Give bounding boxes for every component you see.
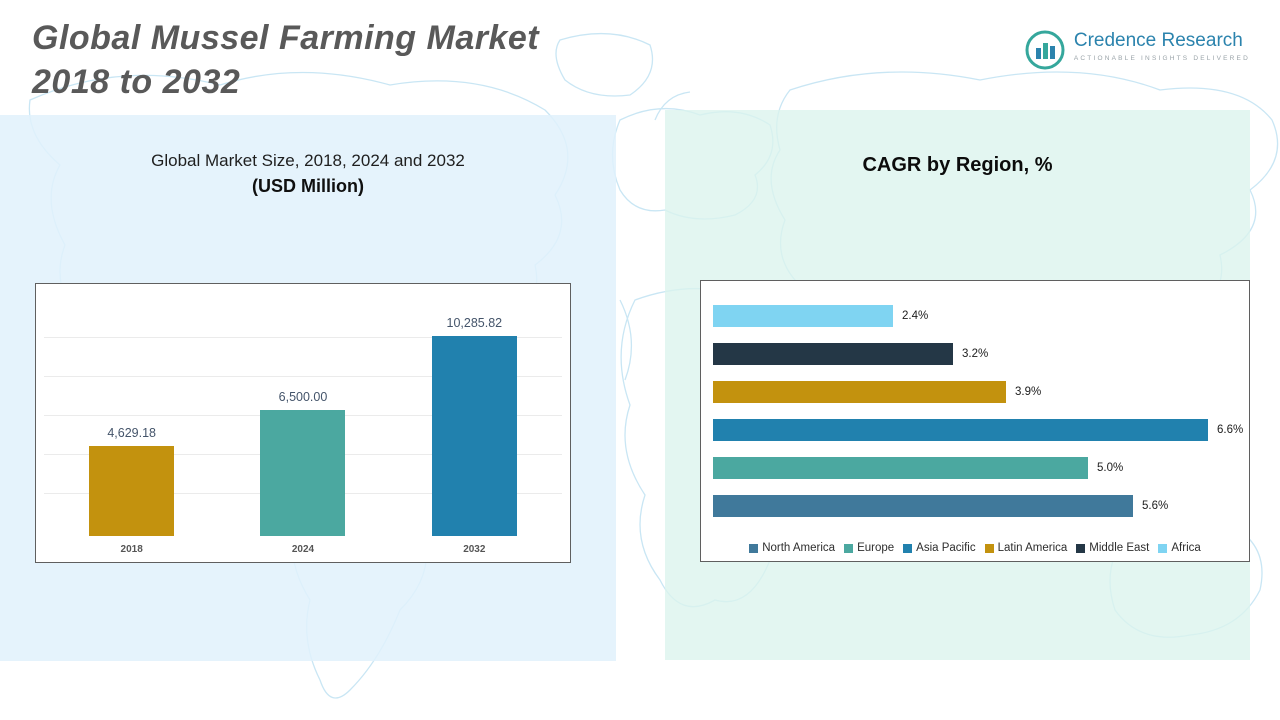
legend-swatch (1158, 543, 1168, 553)
legend-swatch (1076, 543, 1086, 553)
market-size-plot: 4,629.18 2018 6,500.00 2024 10,285.82 2032 (46, 284, 560, 558)
logo-chart-icon (1025, 30, 1065, 70)
legend-item-africa: Africa (1158, 542, 1201, 554)
bar-category-label: 2032 (463, 544, 486, 555)
legend-label: Europe (857, 542, 895, 554)
logo-name: Credence Research (1073, 30, 1243, 51)
market-size-chart: 4,629.18 2018 6,500.00 2024 10,285.82 2032 (35, 283, 571, 563)
bar-column-2032: 10,285.82 2032 (431, 316, 517, 558)
legend-item-latin-america: Latin America (984, 542, 1068, 554)
map-greenland (555, 32, 654, 97)
bar-africa (713, 305, 893, 327)
market-size-title: Global Market Size, 2018, 2024 and 2032 (151, 151, 465, 170)
legend-swatch (903, 543, 913, 553)
bar-asia-pacific (713, 419, 1208, 441)
cagr-chart: 2.4% 3.2% 3.9% 6.6% 5.0% 5.6% North America Eu… (700, 280, 1250, 562)
bar-value-label: 10,285.82 (446, 316, 503, 330)
legend-swatch (749, 543, 759, 553)
bar-value-label: 5.6% (1142, 500, 1169, 512)
legend-item-north-america: North America (749, 542, 835, 554)
logo: Credence Research Actionable Insights De… (1025, 30, 1250, 70)
bar-europe (713, 457, 1088, 479)
cagr-bar-row: 3.2% (713, 335, 1241, 373)
bar-middle-east (713, 343, 953, 365)
legend-item-europe: Europe (844, 542, 894, 554)
bar-2032 (431, 336, 517, 536)
bar-north-america (713, 495, 1133, 517)
legend-label: Middle East (1089, 542, 1150, 554)
legend-swatch (844, 543, 854, 553)
cagr-title: CAGR by Region, % (862, 154, 1053, 176)
bar-value-label: 2.4% (902, 310, 929, 322)
cagr-panel: CAGR by Region, % 2.4% 3.2% 3.9% 6.6% 5.0% 5.… (665, 110, 1250, 660)
logo-text: Credence Research Actionable Insights De… (1074, 30, 1250, 62)
bar-category-label: 2018 (120, 544, 143, 555)
legend-swatch (984, 543, 994, 553)
legend-label: North America (762, 542, 836, 554)
bar-latin-america (713, 381, 1006, 403)
cagr-bar-row: 6.6% (713, 411, 1244, 449)
legend-label: Asia Pacific (916, 542, 976, 554)
page-title-line1: Global Mussel Farming Market (32, 19, 540, 57)
cagr-legend: North America Europe Asia Pacific Latin Ame… (701, 542, 1249, 554)
legend-label: Latin America (997, 542, 1068, 554)
bar-2024 (260, 410, 346, 536)
logo-tagline: Actionable Insights Delivered (1073, 55, 1250, 62)
bar-value-label: 6,500.00 (278, 390, 328, 404)
legend-item-middle-east: Middle East (1076, 542, 1149, 554)
bar-value-label: 3.9% (1015, 386, 1042, 398)
bar-category-label: 2024 (291, 544, 315, 555)
legend-label: Africa (1171, 542, 1201, 554)
bar-column-2018: 4,629.18 2018 (89, 426, 175, 558)
cagr-bar-row: 3.9% (713, 373, 1241, 411)
bar-value-label: 3.2% (962, 348, 989, 360)
page-title: Global Mussel Farming Market 2018 to 203… (32, 16, 539, 104)
bar-column-2024: 6,500.00 2024 (260, 390, 346, 558)
bar-value-label: 6.6% (1217, 424, 1244, 436)
bar-value-label: 4,629.18 (107, 426, 156, 440)
market-size-subtitle: (USD Million) (252, 176, 364, 196)
bar-2018 (89, 446, 175, 536)
cagr-bar-row: 5.0% (713, 449, 1241, 487)
bar-value-label: 5.0% (1097, 462, 1124, 474)
market-size-panel: Global Market Size, 2018, 2024 and 2032 … (0, 115, 616, 661)
legend-item-asia-pacific: Asia Pacific (903, 542, 976, 554)
cagr-bar-row: 5.6% (713, 487, 1241, 525)
cagr-bar-row: 2.4% (713, 297, 1241, 335)
cagr-plot: 2.4% 3.2% 3.9% 6.6% 5.0% 5.6% (713, 297, 1244, 525)
page-title-line2: 2018 to 2032 (32, 63, 241, 101)
